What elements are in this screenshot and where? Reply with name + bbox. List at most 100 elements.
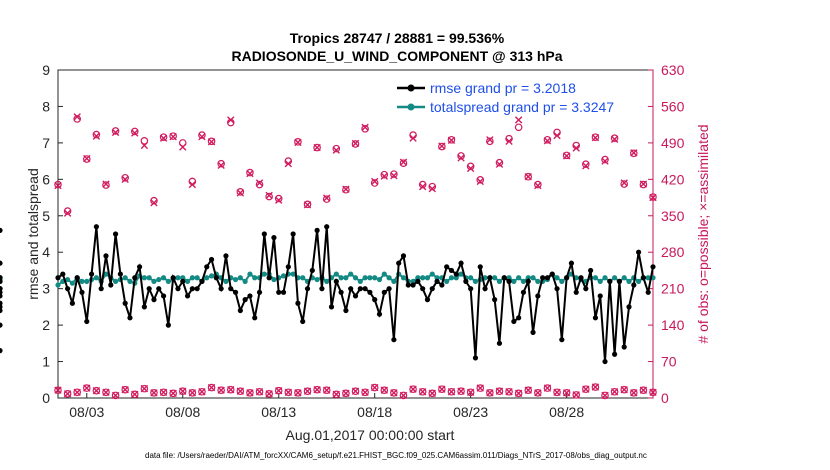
y-tick-label-right: 70 [661, 354, 677, 370]
point-rmse [79, 289, 85, 295]
point-rmse [612, 351, 618, 357]
low-count-possible-marker [82, 384, 91, 392]
low-count-possible-marker [274, 386, 283, 395]
y-axis-label-right: # of obs: o=possible; ×=assimilated [695, 124, 711, 343]
low-count-assimilated-marker [514, 389, 523, 398]
low-count-possible-marker [102, 388, 110, 397]
obs-possible-marker [524, 172, 533, 181]
obs-assimilated-marker [332, 146, 341, 154]
point-rmse [242, 297, 248, 303]
low-count-possible-marker [342, 389, 350, 398]
low-count-possible-marker [505, 387, 513, 396]
low-count-assimilated-marker [438, 385, 446, 393]
point-rmse [324, 224, 330, 230]
point-totalspread [242, 278, 248, 284]
obs-assimilated-marker [466, 164, 475, 173]
point-totalspread [84, 278, 90, 284]
low-count-assimilated-marker [284, 388, 293, 396]
point-rmse [266, 275, 272, 281]
point-rmse [386, 286, 392, 292]
obs-possible-marker [121, 173, 129, 182]
point-rmse [434, 278, 440, 284]
point-totalspread [146, 275, 152, 281]
point-rmse [530, 329, 536, 335]
point-rmse [55, 275, 61, 281]
obs-possible-marker [169, 132, 177, 140]
obs-assimilated-marker [217, 161, 225, 169]
point-totalspread [348, 271, 354, 277]
low-count-assimilated-marker [111, 391, 120, 400]
low-count-assimilated-marker [188, 389, 197, 397]
low-count-assimilated-marker [303, 387, 312, 395]
low-count-possible-marker [591, 383, 600, 391]
low-count-assimilated-marker [649, 388, 657, 396]
point-rmse [357, 286, 363, 292]
point-rmse [583, 286, 589, 292]
obs-possible-marker [428, 182, 437, 191]
point-totalspread [175, 275, 181, 281]
low-count-possible-marker [630, 388, 638, 397]
low-count-possible-marker [601, 391, 609, 400]
point-rmse [285, 264, 291, 270]
obs-possible-marker [543, 135, 552, 144]
point-totalspread [458, 271, 464, 277]
point-rmse [280, 289, 287, 295]
point-totalspread [338, 275, 344, 281]
point-rmse [535, 293, 541, 299]
point-totalspread [376, 276, 383, 283]
point-totalspread [391, 278, 397, 284]
obs-possible-marker [92, 130, 101, 139]
obs-assimilated-marker [131, 129, 139, 137]
low-count-assimilated-marker [236, 387, 245, 395]
point-rmse [156, 286, 162, 292]
point-totalspread [69, 280, 75, 286]
low-count-possible-marker [322, 386, 331, 394]
point-rmse [146, 286, 152, 292]
low-count-possible-marker [514, 389, 523, 398]
low-count-possible-marker [207, 383, 216, 392]
x-tick-label: 08/28 [549, 404, 584, 420]
point-rmse [482, 286, 488, 292]
obs-assimilated-marker [227, 116, 235, 124]
obs-possible-marker [591, 133, 600, 141]
point-rmse [0, 227, 3, 233]
point-rmse [549, 271, 555, 277]
point-totalspread [165, 278, 171, 284]
point-totalspread [180, 275, 186, 281]
obs-assimilated-marker [102, 180, 110, 188]
obs-assimilated-marker [83, 154, 91, 163]
point-totalspread [516, 275, 522, 281]
point-rmse [487, 275, 493, 281]
obs-possible-marker [399, 159, 408, 167]
low-count-possible-marker [361, 388, 369, 397]
point-rmse [439, 282, 445, 288]
point-totalspread [122, 275, 128, 281]
point-rmse [448, 267, 455, 274]
point-rmse [636, 249, 642, 255]
point-totalspread [448, 275, 455, 281]
obs-possible-marker [418, 180, 427, 189]
point-rmse [492, 297, 498, 303]
point-rmse [228, 286, 234, 292]
obs-possible-marker [313, 143, 321, 152]
obs-assimilated-marker [179, 143, 187, 151]
low-count-assimilated-marker [294, 389, 302, 397]
obs-count-markers [54, 113, 657, 400]
point-rmse [453, 271, 459, 277]
point-rmse [506, 278, 512, 284]
obs-assimilated-marker [620, 179, 628, 187]
point-rmse [328, 304, 335, 310]
low-count-possible-marker [236, 387, 245, 396]
point-totalspread [636, 278, 642, 284]
point-totalspread [506, 275, 512, 281]
y-tick-label-right: 490 [661, 135, 685, 151]
point-rmse [626, 304, 632, 310]
point-rmse [540, 275, 546, 281]
low-count-assimilated-marker [390, 389, 398, 397]
point-rmse [74, 275, 80, 281]
legend: rmse grand pr = 3.2018 totalspread grand… [397, 80, 614, 115]
low-count-possible-marker [620, 385, 629, 394]
obs-possible-marker [630, 149, 638, 158]
point-rmse [180, 278, 186, 284]
